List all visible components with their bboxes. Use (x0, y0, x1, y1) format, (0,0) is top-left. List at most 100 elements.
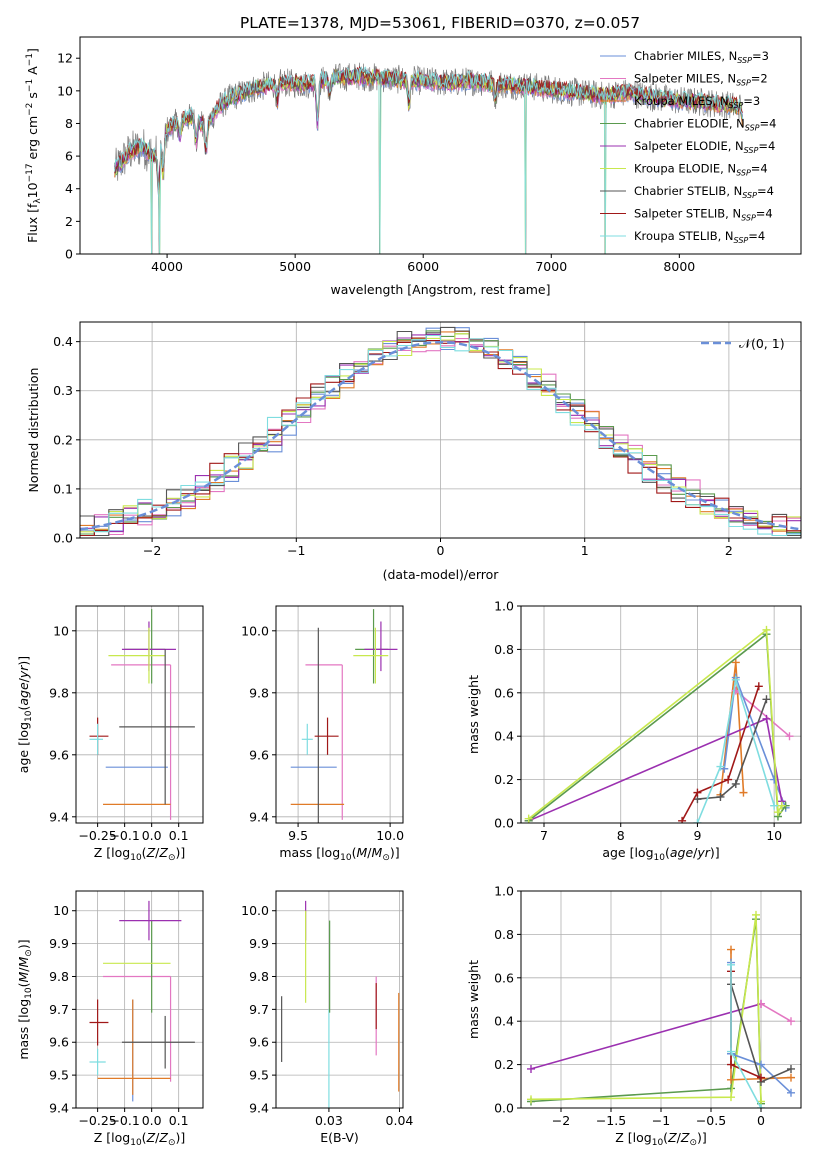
label-part: 10 (340, 853, 352, 863)
legend-sub: SSP (745, 124, 760, 133)
label-part: yr (16, 665, 31, 679)
data-point-errorbar (305, 664, 343, 820)
label-part: age [log (602, 845, 653, 860)
axes-frame (79, 36, 802, 255)
mass-weight-marker (727, 1075, 735, 1084)
figure-title: PLATE=1378, MJD=53061, FIBERID=0370, z=0… (240, 14, 640, 32)
mass-weight-line (696, 679, 775, 823)
label-part: Z (146, 1130, 156, 1145)
legend: 𝒩(0, 1) (701, 336, 785, 351)
y-tick-label: 9.7 (249, 1002, 269, 1017)
x-tick-label: −1.5 (596, 1113, 626, 1128)
plot-area (281, 900, 400, 1108)
axes: 7 8 9 10 0.0 0.2 0.4 0.6 0.8 1.0 (494, 599, 802, 843)
axes-frame (275, 890, 404, 1109)
label-part: wavelength [Angstrom, rest frame] (330, 282, 550, 297)
legend-model: Salpeter ELODIE, N (634, 139, 744, 153)
legend-nssp: =4 (748, 229, 765, 243)
y-tick-label: 10 (57, 83, 73, 98)
label-part: 10 (130, 1138, 142, 1148)
mass-weight-marker (762, 714, 771, 723)
label-part: mass weight (466, 675, 481, 754)
label-part: / (16, 677, 31, 682)
label-part: M (372, 845, 383, 860)
y-tick-label: 0.0 (494, 816, 514, 831)
label-part: )] (16, 939, 31, 949)
mass-weight-marker (757, 1104, 765, 1108)
y-tick-label: 1.0 (494, 884, 514, 899)
legend-sub: SSP (736, 169, 751, 178)
x-tick-label: 0.0 (142, 828, 162, 843)
label-part: ⊙ (168, 1138, 176, 1148)
x-tick-label: −2 (143, 543, 161, 558)
legend-label: Kroupa STELIB, NSSP=4 (634, 229, 765, 245)
mass-weight-marker (731, 658, 740, 667)
x-tick-label: −0.25 (78, 1113, 116, 1128)
legend-label: Chabrier MILES, NSSP=3 (634, 49, 769, 65)
y-tick-label: 9.8 (249, 685, 269, 700)
label-part: )] (16, 656, 31, 666)
y-tick-label: 9.9 (249, 936, 269, 951)
y-axis-label: Flux [fλ10−17 erg cm−2 s−1 A−1] (25, 48, 43, 243)
mass-weight-marker (727, 1047, 735, 1056)
label-part: ⊙ (689, 1138, 697, 1148)
mass-weight-marker (716, 792, 725, 801)
label-part: / (367, 845, 372, 860)
mass-weight-line (719, 662, 745, 795)
x-tick-label: −2 (552, 1113, 570, 1128)
plot-area (527, 910, 795, 1108)
model-spectrum-line (114, 70, 744, 195)
label-part: ( (352, 845, 357, 860)
y-tick-label: 0 (65, 247, 73, 262)
legend-model: Salpeter MILES, N (634, 72, 736, 86)
x-tick-label: 6000 (407, 259, 439, 274)
mass-weight-marker (757, 1060, 765, 1069)
legend-sub: SSP (729, 101, 744, 110)
y-tick-label: 0.4 (53, 334, 73, 349)
x-tick-label: −1 (652, 1113, 670, 1128)
label-part: Z (158, 1130, 168, 1145)
legend-nssp: =2 (751, 72, 768, 86)
model-spectrum-line (114, 66, 744, 254)
legend-model: Kroupa STELIB, N (634, 229, 734, 243)
legend-nssp: =4 (758, 139, 775, 153)
x-tick-label: 0.1 (169, 1113, 189, 1128)
label-part: M (357, 845, 368, 860)
mass-weight-marker (693, 819, 702, 823)
plot-area (89, 609, 195, 820)
label-part: ⊙ (24, 949, 34, 957)
mass-weight-marker (739, 788, 748, 797)
y-tick-label: 9.7 (49, 1002, 69, 1017)
y-tick-label: 0.6 (494, 685, 514, 700)
legend-sub: SSP (736, 79, 751, 88)
x-tick-label: −0.5 (696, 1113, 726, 1128)
label-part: M (16, 972, 31, 983)
y-tick-label: 2 (65, 214, 73, 229)
axes-frame (75, 605, 204, 824)
mass-weight-marker (727, 1093, 735, 1102)
data-point-errorbar (353, 627, 389, 684)
y-tick-label: 0.2 (494, 772, 514, 787)
label-part: ( (663, 1130, 668, 1145)
x-tick-label: 0.1 (169, 828, 189, 843)
mass-weight-marker (787, 1064, 795, 1073)
y-tick-label: 9.5 (249, 1068, 269, 1083)
x-tick-label: 2 (725, 543, 733, 558)
legend-label: Chabrier ELODIE, NSSP=4 (634, 117, 776, 133)
label-part: age (670, 845, 694, 860)
label-part: Normed distribution (26, 368, 41, 493)
y-axis-label: age [log10(age/yr)] (16, 656, 34, 773)
x-tick-label: 8000 (663, 259, 695, 274)
label-part: −1 (25, 79, 35, 92)
label-part: Z [log (615, 1130, 651, 1145)
axes: 9.5 10.0 9.4 9.6 9.8 10.0 (241, 605, 404, 843)
y-tick-label: 9.6 (249, 1035, 269, 1050)
y-tick-label: 9.8 (249, 969, 269, 984)
x-axis-label: Z [log10(Z/Z⊙)] (615, 1130, 707, 1148)
axes: −0.25−0.1 0.0 0.1 9.4 9.6 9.8 10 (49, 605, 204, 843)
label-part: Flux [f (25, 203, 40, 243)
label-part: / (677, 1130, 682, 1145)
